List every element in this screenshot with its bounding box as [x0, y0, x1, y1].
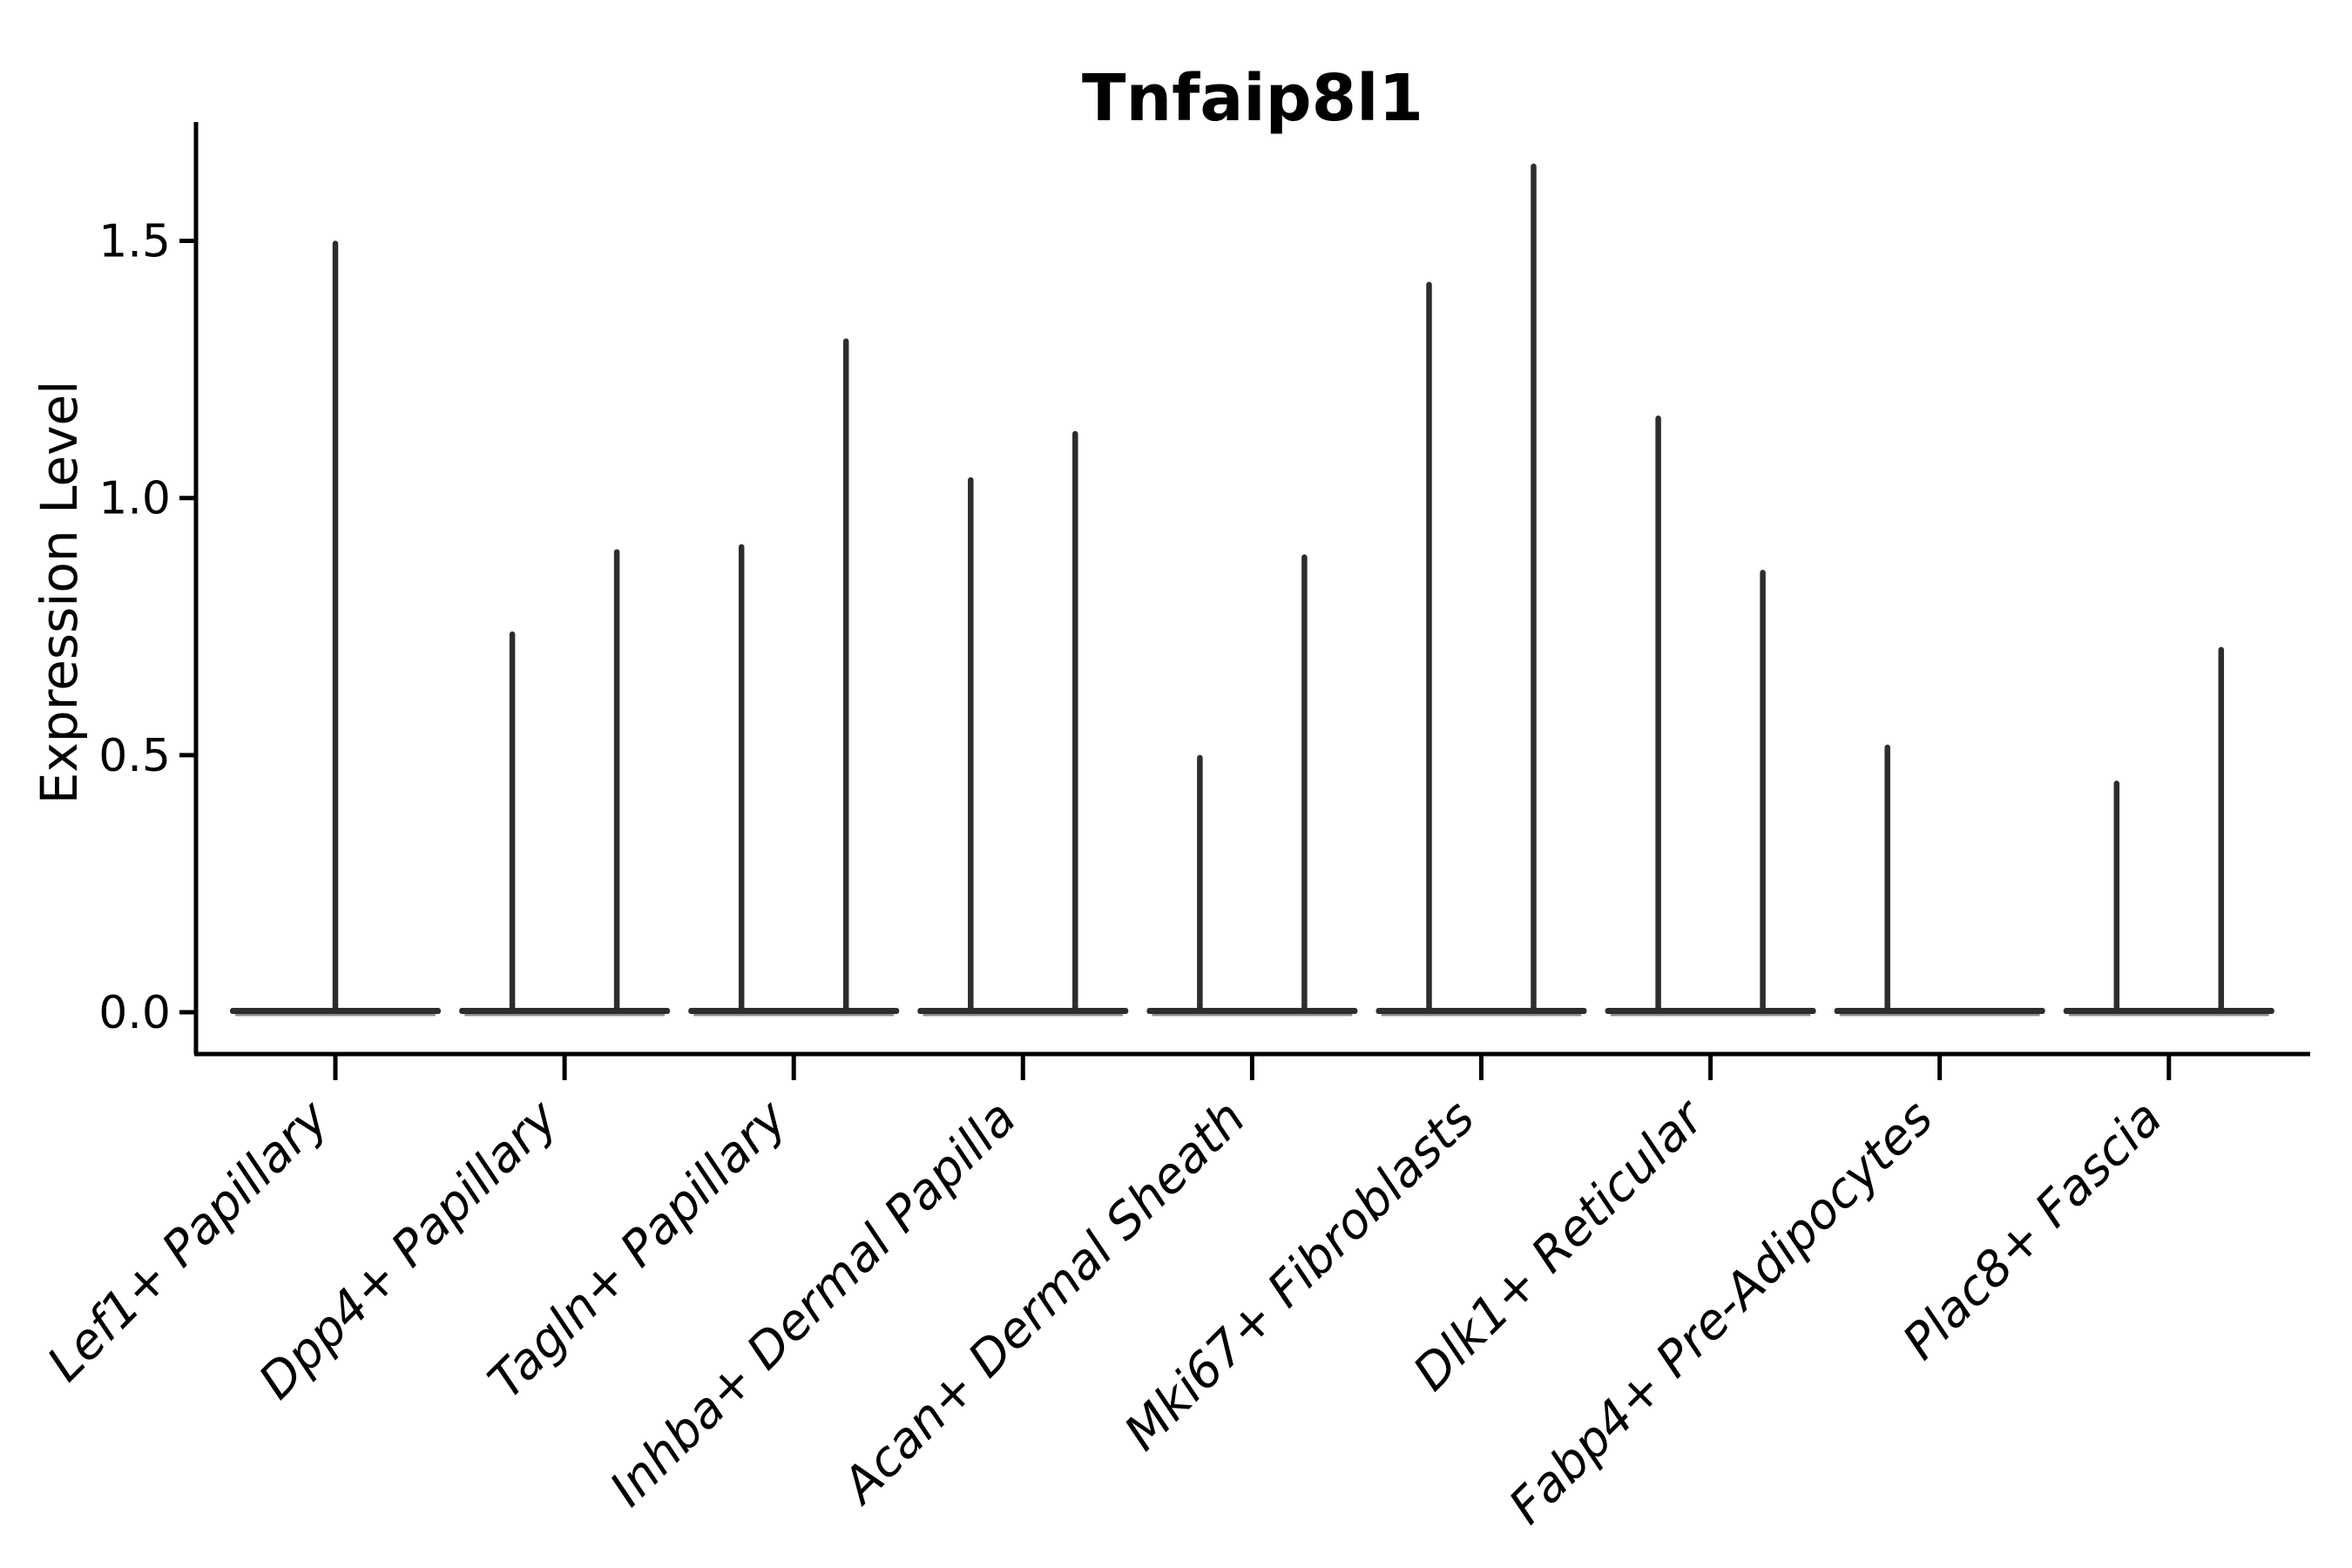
- violin-base: [917, 1008, 1129, 1014]
- y-axis-label: Expression Level: [30, 381, 89, 804]
- violin-base-underline: [235, 1014, 436, 1017]
- y-tick-label: 1.0: [98, 473, 171, 525]
- violin-base-underline: [1152, 1014, 1353, 1017]
- violin-base: [1834, 1008, 2045, 1014]
- y-tick-label: 1.5: [98, 216, 171, 268]
- violin-base-underline: [1839, 1014, 2040, 1017]
- violin-base-underline: [923, 1014, 1124, 1017]
- violin-base: [1605, 1008, 1816, 1014]
- chart-title: Tnfaip8l1: [1082, 61, 1423, 136]
- violin-base-underline: [1381, 1014, 1582, 1017]
- violin-base: [1146, 1008, 1358, 1014]
- violin-base-underline: [693, 1014, 895, 1017]
- violin-base: [2063, 1008, 2274, 1014]
- violin-base-underline: [464, 1014, 666, 1017]
- violin-base-underline: [1610, 1014, 1811, 1017]
- violin-base: [688, 1008, 900, 1014]
- violin-base: [459, 1008, 671, 1014]
- y-tick-label: 0.0: [98, 987, 171, 1039]
- y-tick-label: 0.5: [98, 730, 171, 782]
- violin-base-underline: [2068, 1014, 2269, 1017]
- violin-base: [1375, 1008, 1587, 1014]
